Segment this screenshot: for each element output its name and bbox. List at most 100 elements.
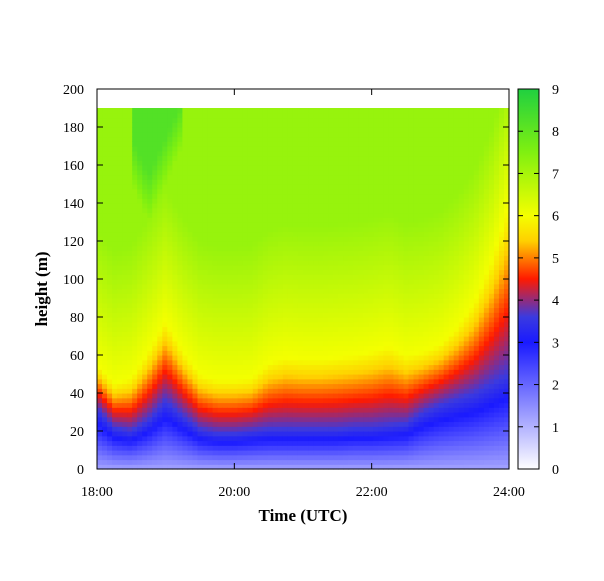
- heatmap-cell: [102, 241, 108, 246]
- heatmap-cell: [343, 341, 349, 346]
- heatmap-cell: [388, 118, 394, 123]
- heatmap-cell: [318, 270, 324, 275]
- heatmap-cell: [313, 146, 319, 151]
- heatmap-cell: [147, 260, 153, 265]
- heatmap-cell: [348, 384, 354, 389]
- heatmap-cell: [263, 270, 269, 275]
- heatmap-cell: [318, 151, 324, 156]
- heatmap-cell: [313, 198, 319, 203]
- heatmap-cell: [127, 331, 133, 336]
- heatmap-cell: [238, 441, 244, 446]
- heatmap-cell: [393, 388, 399, 393]
- heatmap-cell: [398, 355, 404, 360]
- heatmap-cell: [142, 298, 148, 303]
- heatmap-cell: [353, 241, 359, 246]
- heatmap-cell: [132, 132, 138, 137]
- heatmap-cell: [263, 227, 269, 232]
- heatmap-cell: [313, 303, 319, 308]
- heatmap-cell: [112, 289, 118, 294]
- heatmap-cell: [122, 194, 128, 199]
- heatmap-cell: [268, 331, 274, 336]
- heatmap-cell: [368, 227, 374, 232]
- heatmap-cell: [248, 426, 254, 431]
- heatmap-cell: [323, 289, 329, 294]
- heatmap-cell: [223, 436, 229, 441]
- heatmap-cell: [182, 312, 188, 317]
- heatmap-cell: [142, 369, 148, 374]
- heatmap-cell: [248, 441, 254, 446]
- heatmap-cell: [117, 165, 123, 170]
- heatmap-cell: [414, 331, 420, 336]
- heatmap-cell: [157, 198, 163, 203]
- heatmap-cell: [414, 165, 420, 170]
- heatmap-cell: [218, 327, 224, 332]
- heatmap-cell: [177, 369, 183, 374]
- heatmap-cell: [117, 241, 123, 246]
- heatmap-cell: [333, 146, 339, 151]
- heatmap-cell: [137, 194, 143, 199]
- heatmap-cell: [233, 118, 239, 123]
- heatmap-cell: [213, 398, 219, 403]
- heatmap-cell: [203, 393, 209, 398]
- heatmap-cell: [368, 194, 374, 199]
- heatmap-cell: [368, 203, 374, 208]
- heatmap-cell: [107, 127, 113, 132]
- heatmap-cell: [187, 289, 193, 294]
- heatmap-cell: [298, 127, 304, 132]
- heatmap-cell: [358, 360, 364, 365]
- heatmap-cell: [393, 407, 399, 412]
- heatmap-cell: [348, 431, 354, 436]
- heatmap-cell: [283, 189, 289, 194]
- heatmap-cell: [388, 293, 394, 298]
- heatmap-cell: [328, 236, 334, 241]
- heatmap-cell: [218, 341, 224, 346]
- heatmap-cell: [167, 388, 173, 393]
- heatmap-cell: [358, 431, 364, 436]
- heatmap-cell: [263, 388, 269, 393]
- heatmap-cell: [378, 175, 384, 180]
- heatmap-cell: [328, 108, 334, 113]
- heatmap-cell: [127, 241, 133, 246]
- heatmap-cell: [338, 388, 344, 393]
- heatmap-cell: [147, 455, 153, 460]
- heatmap-cell: [238, 360, 244, 365]
- heatmap-cell: [278, 241, 284, 246]
- heatmap-cell: [223, 141, 229, 146]
- heatmap-cell: [338, 445, 344, 450]
- heatmap-cell: [213, 236, 219, 241]
- heatmap-cell: [358, 137, 364, 142]
- heatmap-cell: [213, 289, 219, 294]
- heatmap-cell: [243, 422, 249, 427]
- heatmap-cell: [112, 217, 118, 222]
- heatmap-cell: [117, 175, 123, 180]
- heatmap-cell: [303, 360, 309, 365]
- heatmap-cell: [187, 170, 193, 175]
- heatmap-cell: [348, 284, 354, 289]
- heatmap-cell: [368, 137, 374, 142]
- heatmap-cell: [328, 436, 334, 441]
- heatmap-cell: [248, 417, 254, 422]
- heatmap-cell: [278, 360, 284, 365]
- heatmap-cell: [398, 417, 404, 422]
- heatmap-cell: [403, 222, 409, 227]
- heatmap-cell: [348, 350, 354, 355]
- heatmap-cell: [263, 298, 269, 303]
- heatmap-cell: [283, 460, 289, 465]
- heatmap-cell: [228, 298, 234, 303]
- heatmap-cell: [268, 137, 274, 142]
- heatmap-cell: [243, 441, 249, 446]
- heatmap-cell: [383, 184, 389, 189]
- heatmap-cell: [409, 336, 415, 341]
- heatmap-cell: [403, 251, 409, 256]
- heatmap-cell: [122, 203, 128, 208]
- heatmap-cell: [378, 265, 384, 270]
- heatmap-cell: [192, 194, 198, 199]
- heatmap-cell: [288, 127, 294, 132]
- heatmap-cell: [112, 336, 118, 341]
- heatmap-cell: [403, 232, 409, 237]
- heatmap-cell: [373, 127, 379, 132]
- heatmap-cell: [162, 360, 168, 365]
- heatmap-cell: [253, 236, 259, 241]
- heatmap-cell: [393, 284, 399, 289]
- heatmap-cell: [348, 436, 354, 441]
